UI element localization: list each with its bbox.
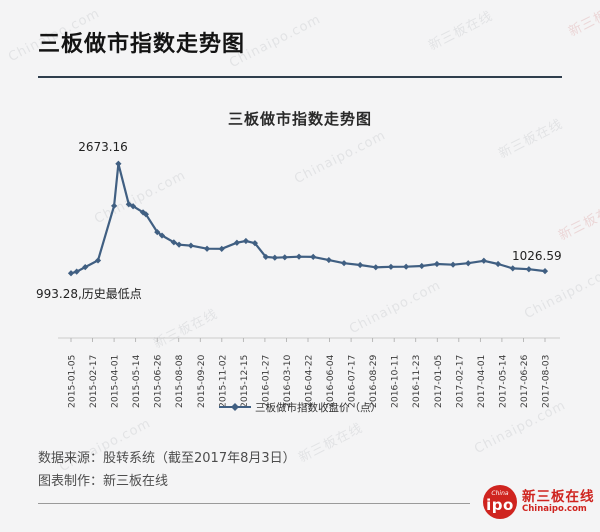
svg-text:2015-11-02: 2015-11-02 bbox=[217, 355, 228, 408]
legend-label: 三板做市指数收盘价（点） bbox=[255, 401, 381, 414]
svg-text:2017-08-03: 2017-08-03 bbox=[541, 354, 552, 408]
svg-text:2017-05-14: 2017-05-14 bbox=[497, 354, 508, 408]
chinaipo-badge-icon: China ipo bbox=[483, 485, 517, 519]
svg-text:2016-08-29: 2016-08-29 bbox=[368, 354, 379, 408]
svg-text:2016-06-04: 2016-06-04 bbox=[325, 354, 336, 408]
peak-value-label: 2673.16 bbox=[78, 140, 128, 154]
logo-domain: Chinaipo.com bbox=[522, 503, 587, 514]
article-header: 三板做市指数走势图 bbox=[38, 26, 562, 58]
svg-text:2016-01-27: 2016-01-27 bbox=[260, 354, 271, 408]
svg-text:2017-02-17: 2017-02-17 bbox=[454, 354, 465, 408]
badge-main-text: ipo bbox=[486, 496, 514, 514]
svg-text:2016-11-23: 2016-11-23 bbox=[411, 354, 422, 408]
chart-credit-text: 图表制作：新三板在线 bbox=[38, 474, 169, 489]
chart-legend: 三板做市指数收盘价（点） bbox=[0, 399, 600, 415]
svg-text:2016-03-10: 2016-03-10 bbox=[282, 354, 293, 408]
legend-line-marker-icon bbox=[219, 403, 251, 411]
logo-text: 新三板在线 Chinaipo.com bbox=[522, 490, 595, 514]
svg-text:2015-04-01: 2015-04-01 bbox=[110, 355, 121, 408]
page-title: 三板做市指数走势图 bbox=[38, 32, 246, 57]
logo-name: 新三板在线 bbox=[522, 488, 595, 505]
svg-text:2017-01-05: 2017-01-05 bbox=[433, 354, 444, 408]
svg-text:2015-06-26: 2015-06-26 bbox=[153, 354, 164, 408]
svg-text:2015-05-14: 2015-05-14 bbox=[131, 354, 142, 408]
footer-divider bbox=[38, 503, 470, 504]
svg-text:2016-04-22: 2016-04-22 bbox=[304, 355, 315, 408]
svg-text:2015-01-05: 2015-01-05 bbox=[67, 354, 78, 408]
low-value-label: 993.28,历史最低点 bbox=[36, 287, 142, 301]
svg-text:2016-10-11: 2016-10-11 bbox=[390, 355, 401, 408]
title-divider bbox=[38, 76, 562, 78]
last-value-label: 1026.59 bbox=[512, 249, 562, 263]
chart-title: 三板做市指数走势图 bbox=[227, 110, 372, 128]
data-source-text: 数据来源：股转系统（截至2017年8月3日） bbox=[38, 451, 296, 466]
svg-text:2015-12-15: 2015-12-15 bbox=[239, 354, 250, 408]
svg-text:2016-07-17: 2016-07-17 bbox=[347, 354, 358, 408]
badge-top-text: China bbox=[491, 490, 509, 497]
chinaipo-logo: China ipo 新三板在线 Chinaipo.com bbox=[483, 485, 595, 519]
svg-text:2015-09-20: 2015-09-20 bbox=[196, 354, 207, 408]
svg-text:2015-08-08: 2015-08-08 bbox=[174, 354, 185, 408]
svg-text:2017-06-26: 2017-06-26 bbox=[519, 354, 530, 408]
svg-text:2017-04-01: 2017-04-01 bbox=[476, 355, 487, 408]
svg-text:2015-02-17: 2015-02-17 bbox=[88, 354, 99, 408]
